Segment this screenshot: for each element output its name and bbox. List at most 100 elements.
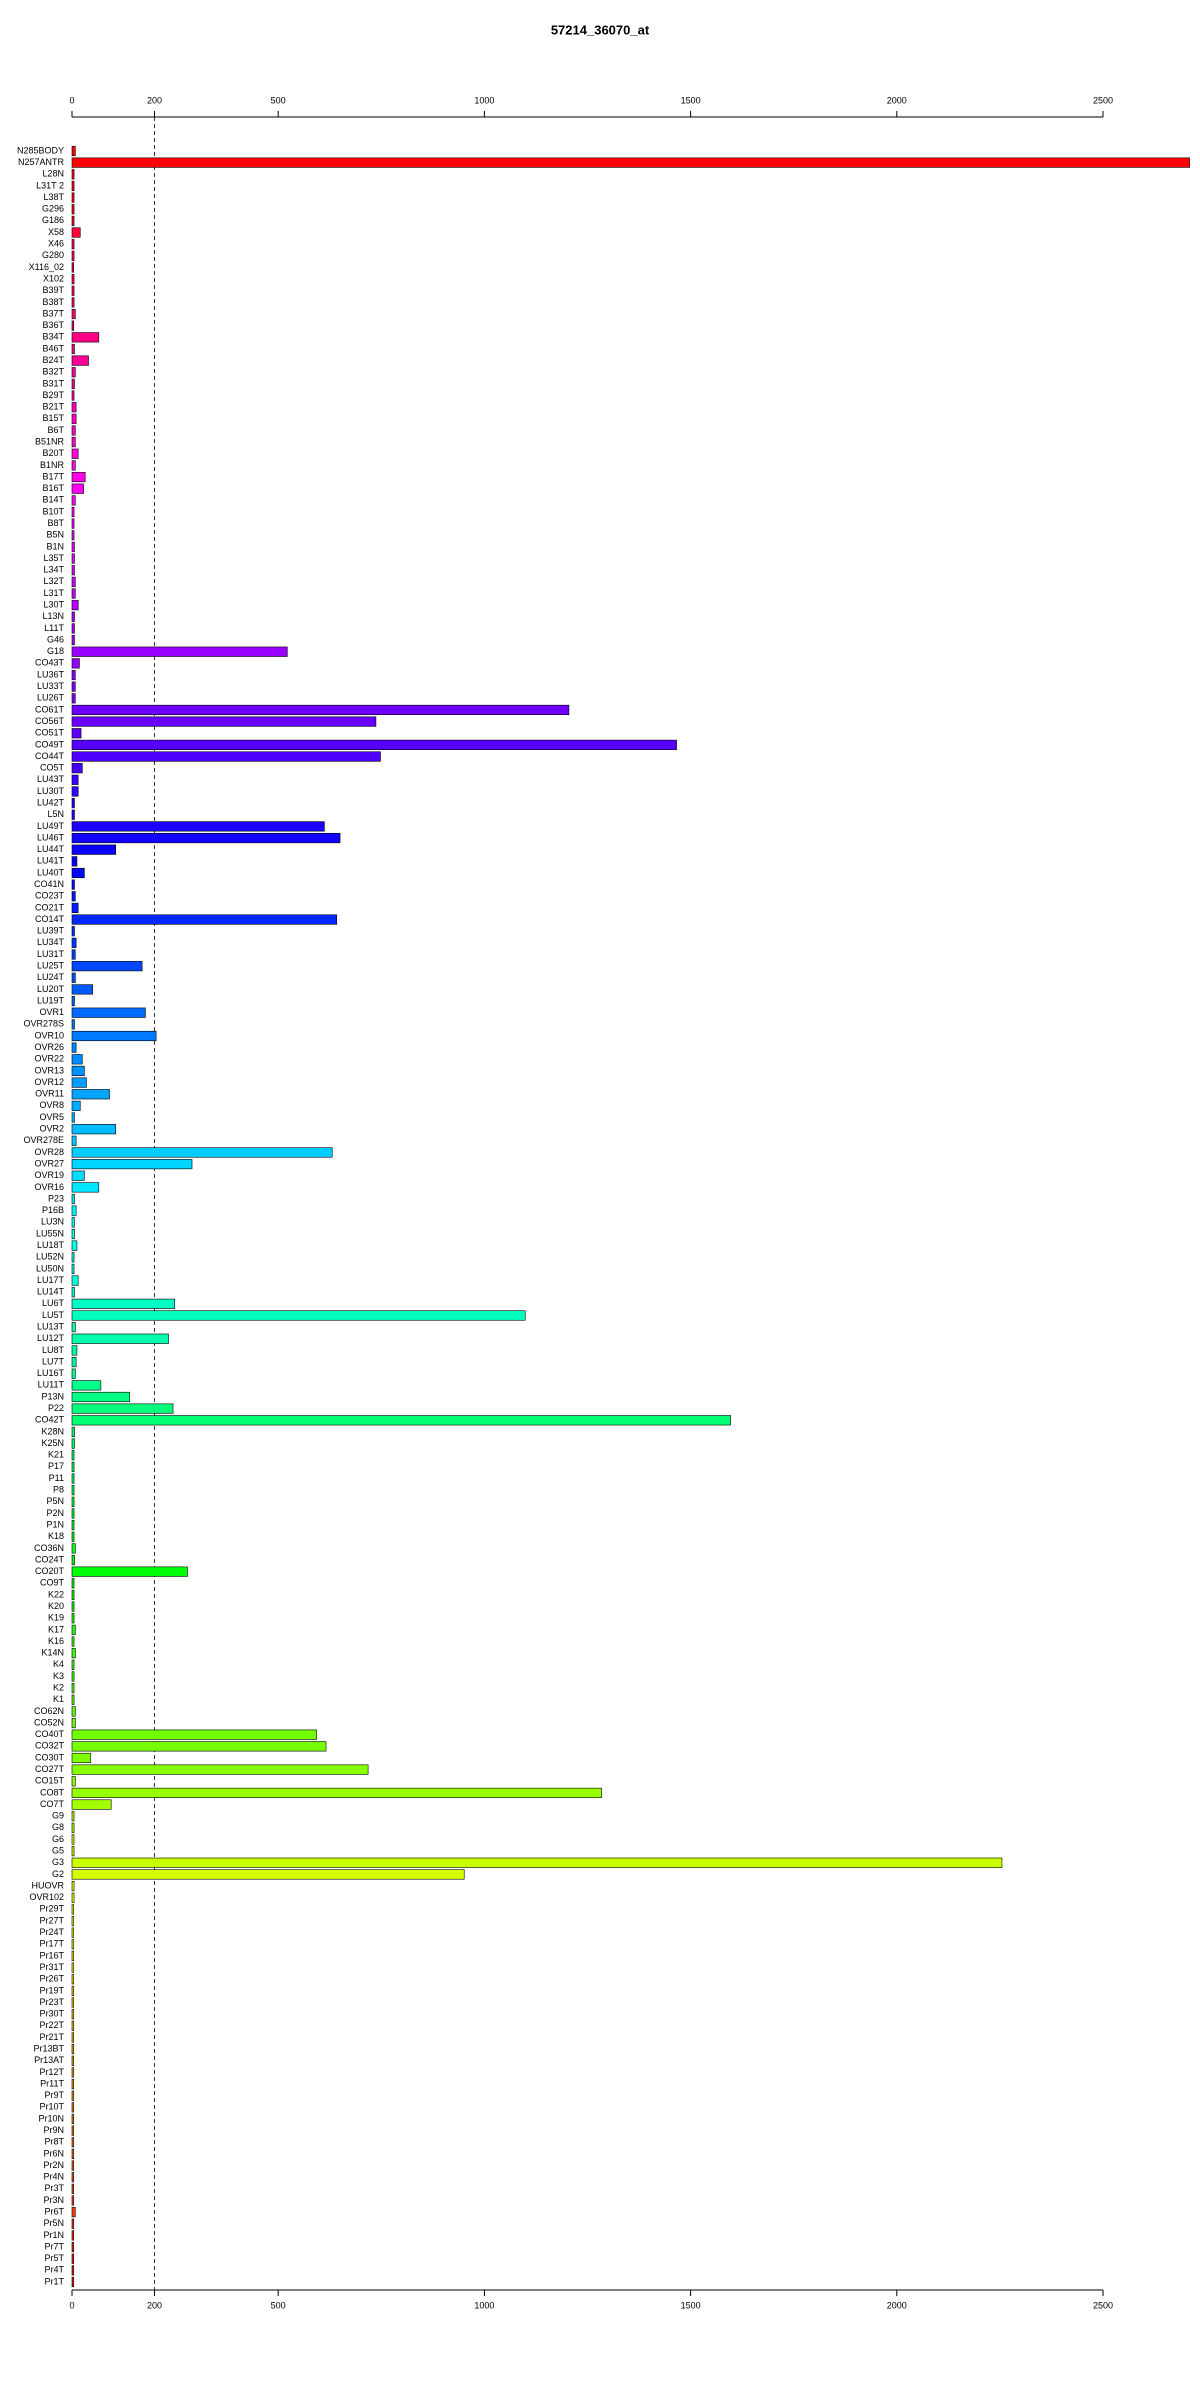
y-tick-label: P13N [41, 1391, 64, 1401]
bar [71, 355, 89, 366]
y-tick-label: CO21T [35, 902, 65, 912]
y-tick-label: CO44T [35, 751, 65, 761]
y-tick-label: Pr9N [43, 2125, 64, 2135]
bar [71, 774, 79, 785]
y-tick-label: K2 [53, 1682, 64, 1692]
y-tick-label: L13N [42, 611, 64, 621]
y-tick-label: Pr17T [39, 1939, 64, 1949]
y-tick-label: Pr23T [39, 1997, 64, 2007]
y-tick-label: P8 [53, 1485, 64, 1495]
y-tick-label: OVR102 [29, 1892, 64, 1902]
y-tick-label: L32T [43, 576, 64, 586]
bar [71, 530, 75, 541]
y-tick-label: K28N [41, 1426, 64, 1436]
y-tick-label: L31T [43, 588, 64, 598]
bar [71, 1147, 333, 1158]
y-tick-label: HUOVR [31, 1880, 64, 1890]
y-tick-label: Pr10N [38, 2113, 64, 2123]
y-tick-label: G46 [47, 634, 64, 644]
x-tick-label: 0 [69, 2300, 74, 2310]
y-tick-label: Pr8T [44, 2137, 64, 2147]
bar [71, 995, 75, 1007]
bar [71, 1776, 76, 1787]
bar [71, 1636, 75, 1647]
bar [71, 1170, 85, 1181]
y-tick-label: B29T [42, 390, 64, 400]
bar [71, 1391, 131, 1403]
bar [71, 2009, 74, 2020]
y-tick-label: G6 [52, 1834, 64, 1844]
y-tick-label: Pr1T [44, 2276, 64, 2286]
y-tick-label: P22 [48, 1403, 64, 1413]
bar [71, 1124, 117, 1135]
bar [71, 2207, 76, 2218]
bar [71, 1752, 91, 1764]
y-tick-label: P5N [46, 1496, 64, 1506]
bar [71, 1915, 74, 1927]
bar [71, 832, 341, 844]
y-tick-label: LU49T [37, 821, 65, 831]
bar [71, 1904, 74, 1915]
bar [71, 390, 75, 401]
bar [71, 809, 75, 820]
bar [71, 437, 76, 448]
y-tick-label: LU41T [37, 856, 65, 866]
bar [71, 1356, 77, 1368]
y-tick-label: B20T [42, 448, 64, 458]
x-tick-label: 2500 [1093, 2300, 1113, 2310]
bar [71, 635, 75, 646]
y-tick-label: G280 [42, 250, 64, 260]
y-tick-label: G18 [47, 646, 64, 656]
x-tick-label: 0 [69, 95, 74, 105]
y-tick-label: LU55N [36, 1228, 64, 1238]
bar [71, 425, 76, 436]
bar [71, 2230, 74, 2241]
bar [71, 1054, 83, 1065]
bar [71, 1683, 75, 1694]
bar [71, 2078, 74, 2090]
bar [71, 1531, 75, 1542]
y-tick-label: Pr22T [39, 2020, 64, 2030]
bar [71, 1403, 174, 1414]
y-tick-label: CO8T [40, 1787, 65, 1797]
y-tick-label: K19 [48, 1613, 64, 1623]
y-tick-label: G8 [52, 1822, 64, 1832]
y-tick-label: X58 [48, 227, 64, 237]
bar [71, 483, 84, 494]
bar [71, 1939, 74, 1950]
y-tick-label: K3 [53, 1671, 64, 1681]
y-tick-label: B1NR [40, 460, 65, 470]
bar [71, 1927, 74, 1938]
bar [71, 1648, 76, 1659]
bar [71, 1182, 100, 1193]
y-tick-label: LU40T [37, 867, 65, 877]
y-tick-label: Pr11T [40, 2078, 64, 2088]
y-tick-label: CO24T [35, 1554, 65, 1564]
bar [71, 1624, 76, 1635]
y-tick-label: K20 [48, 1601, 64, 1611]
y-tick-label: CO14T [35, 914, 65, 924]
y-tick-label: OVR2 [39, 1124, 64, 1134]
bar [71, 2160, 74, 2171]
x-tick-label: 200 [147, 2300, 162, 2310]
y-tick-label: LU13T [37, 1322, 65, 1332]
y-tick-label: L34T [43, 565, 64, 575]
bar [71, 2090, 74, 2101]
bar [71, 413, 77, 424]
y-tick-label: LU50N [36, 1263, 64, 1273]
bar [71, 2137, 74, 2148]
y-tick-label: LU42T [37, 797, 65, 807]
bar [71, 1298, 175, 1309]
bar [71, 2183, 74, 2194]
y-tick-label: L5N [47, 809, 64, 819]
y-tick-label: K25N [41, 1438, 64, 1448]
y-tick-label: K4 [53, 1659, 64, 1669]
bar [71, 1717, 76, 1729]
y-tick-label: CO15T [35, 1776, 65, 1786]
bar [71, 2067, 74, 2078]
y-tick-label: B14T [42, 495, 64, 505]
bar [71, 402, 77, 413]
y-tick-label: L11T [44, 623, 64, 633]
y-tick-label: OVR19 [34, 1170, 64, 1180]
bar [71, 297, 75, 308]
